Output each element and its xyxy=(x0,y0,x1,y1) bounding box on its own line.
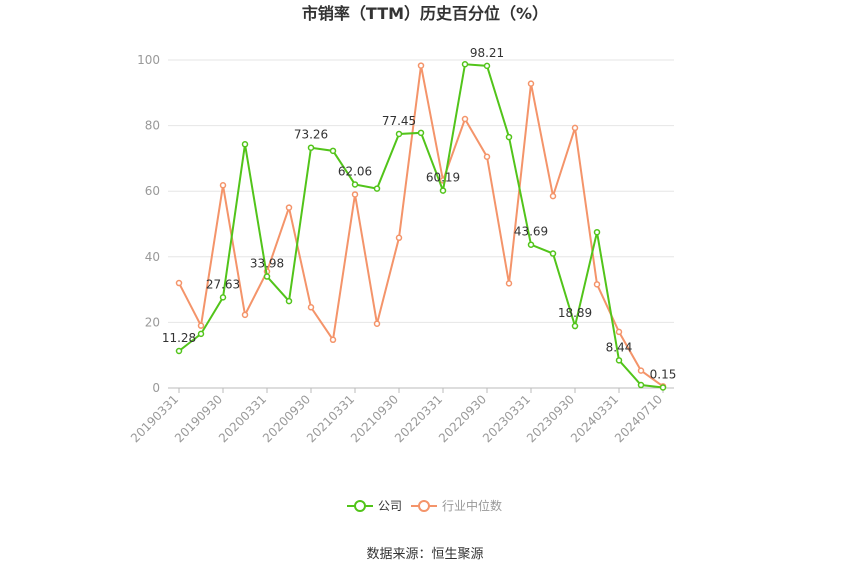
data-point-company xyxy=(219,294,227,301)
data-point-company xyxy=(307,144,315,151)
data-label: 0.15 xyxy=(650,368,677,382)
data-point-industry-median xyxy=(461,115,469,123)
data-point-company xyxy=(175,347,183,355)
y-tick-label: 100 xyxy=(137,53,160,67)
legend-item-company[interactable]: 公司 xyxy=(347,499,402,513)
data-point-industry-median xyxy=(219,182,227,189)
grid-lines xyxy=(168,59,674,389)
data-label: 60.19 xyxy=(426,171,460,185)
data-label: 11.28 xyxy=(162,331,196,345)
y-axis: 0 20 40 60 80 100 xyxy=(137,53,160,395)
data-label: 27.63 xyxy=(206,277,240,291)
x-tick-label: 20240710 xyxy=(612,392,665,445)
chart-title: 市销率（TTM）历史百分位（%） xyxy=(302,4,548,23)
data-point-company xyxy=(263,273,271,280)
series-line-industry-median xyxy=(178,65,664,388)
data-point-industry-median xyxy=(373,320,381,327)
data-point-company xyxy=(329,147,337,155)
legend: 公司 行业中位数 xyxy=(347,498,502,513)
legend-item-industry-median[interactable]: 行业中位数 xyxy=(411,498,502,513)
data-label: 98.21 xyxy=(470,46,504,60)
y-tick-label: 40 xyxy=(145,250,160,264)
data-point-company xyxy=(417,129,425,137)
series-group xyxy=(175,61,667,391)
data-point-company xyxy=(461,61,469,68)
legend-company-marker xyxy=(354,500,366,512)
data-source: 数据来源：恒生聚源 xyxy=(366,547,483,562)
data-point-company xyxy=(483,62,491,70)
data-label: 18.89 xyxy=(558,306,592,320)
data-point-company xyxy=(571,322,579,330)
data-point-company xyxy=(659,384,667,391)
x-axis: 2019033120190930202003312020093020210331… xyxy=(128,388,665,445)
data-point-industry-median xyxy=(593,281,601,288)
data-point-company xyxy=(505,133,513,141)
data-point-industry-median xyxy=(175,279,183,287)
legend-industry-marker xyxy=(418,500,430,512)
data-point-industry-median xyxy=(329,336,337,344)
data-point-company xyxy=(285,297,293,305)
data-point-company xyxy=(351,181,359,188)
data-point-company xyxy=(439,187,447,194)
data-point-industry-median xyxy=(571,124,579,132)
data-point-industry-median xyxy=(307,304,315,311)
data-label: 77.45 xyxy=(382,114,416,128)
y-tick-label: 80 xyxy=(145,119,160,133)
data-point-industry-median xyxy=(241,311,249,319)
legend-company-label: 公司 xyxy=(378,499,402,513)
data-point-company xyxy=(373,185,381,192)
data-point-industry-median xyxy=(637,367,645,374)
y-tick-label: 0 xyxy=(152,381,160,395)
data-point-industry-median xyxy=(615,328,623,336)
legend-industry-label: 行业中位数 xyxy=(442,498,502,513)
data-point-industry-median xyxy=(549,192,557,200)
y-tick-label: 20 xyxy=(145,315,160,329)
data-point-industry-median xyxy=(417,62,425,69)
data-labels: 11.28 27.63 33.98 73.26 62.06 77.45 60.19 98.21… xyxy=(162,46,677,382)
y-tick-label: 60 xyxy=(145,184,160,198)
data-point-company xyxy=(615,357,623,364)
data-point-company xyxy=(527,241,535,248)
data-point-company xyxy=(395,130,403,138)
data-label: 73.26 xyxy=(294,128,328,142)
data-point-company xyxy=(241,141,249,148)
data-point-industry-median xyxy=(351,191,359,198)
data-point-industry-median xyxy=(197,322,205,329)
data-point-industry-median xyxy=(285,204,293,211)
data-point-industry-median xyxy=(527,80,535,87)
data-point-company xyxy=(549,250,557,257)
data-label: 62.06 xyxy=(338,164,372,178)
data-point-industry-median xyxy=(395,234,403,242)
data-point-company xyxy=(197,330,205,338)
data-label: 43.69 xyxy=(514,225,548,239)
data-label: 8.44 xyxy=(606,340,633,354)
data-point-company xyxy=(593,228,601,236)
data-label: 33.98 xyxy=(250,257,284,271)
series-line-company xyxy=(178,63,664,389)
data-point-industry-median xyxy=(483,153,491,161)
data-point-company xyxy=(637,381,645,389)
data-point-industry-median xyxy=(505,280,513,287)
